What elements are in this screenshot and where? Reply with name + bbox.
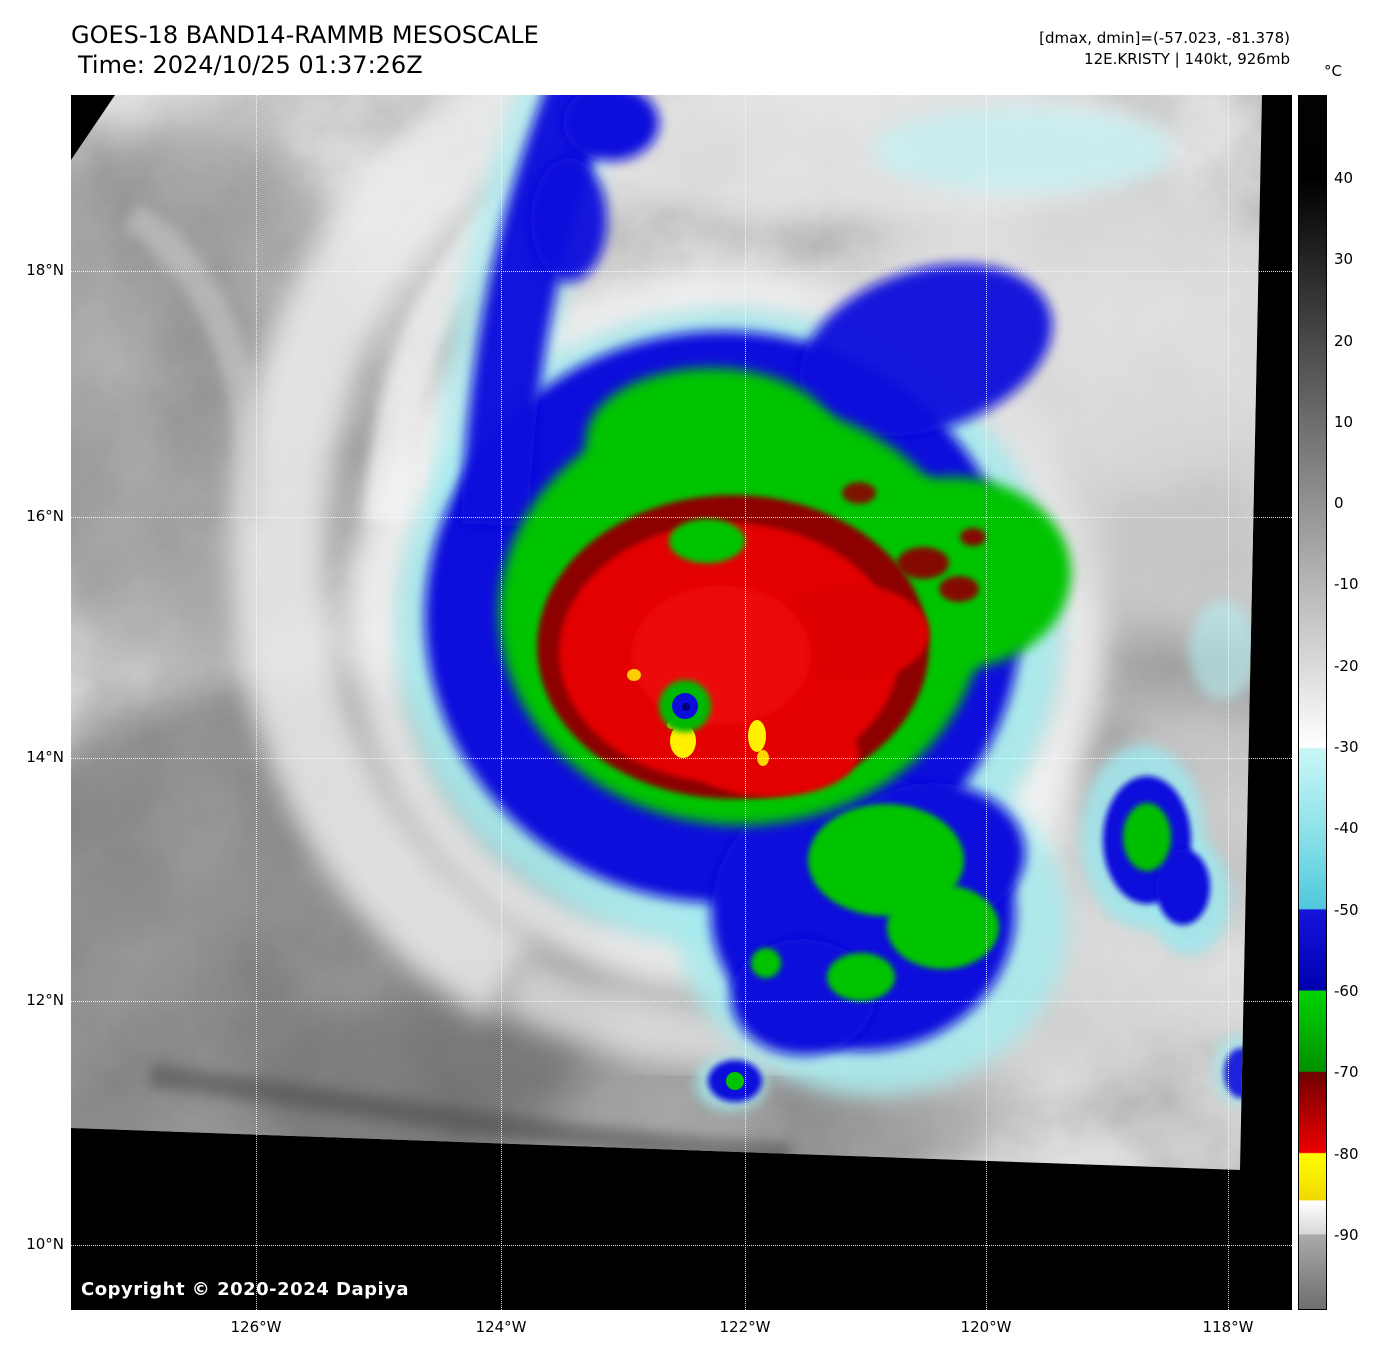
latitude-label: 18°N: [26, 261, 64, 280]
colorbar: [1298, 95, 1327, 1310]
colorbar-tick: 10: [1334, 412, 1354, 431]
timestamp: Time: 2024/10/25 01:37:26Z: [78, 51, 423, 79]
page-title: GOES-18 BAND14-RAMMB MESOSCALE: [71, 21, 539, 49]
latitude-label: 12°N: [26, 991, 64, 1010]
header-right: [dmax, dmin]=(-57.023, -81.378) 12E.KRIS…: [1039, 28, 1290, 70]
copyright-watermark: Copyright © 2020-2024 Dapiya: [81, 1279, 410, 1300]
satellite-data-region: [71, 95, 1262, 1170]
colorbar-tick-labels: 40 30 20 10 0 -10 -20 -30 -40 -50 -60 -70 -80 -90: [1334, 95, 1386, 1310]
longitude-label: 122°W: [719, 1318, 771, 1336]
colorbar-tick: -90: [1334, 1225, 1359, 1244]
hurricane-eye: [659, 680, 711, 732]
colorbar-tick: -40: [1334, 819, 1359, 838]
header-left: GOES-18 BAND14-RAMMB MESOSCALE Time: 202…: [71, 20, 539, 80]
colorbar-unit-label: °C: [1324, 62, 1342, 80]
colorbar-tick: -70: [1334, 1063, 1359, 1082]
latitude-label: 14°N: [26, 748, 64, 767]
gridline-latitude: [71, 1244, 1292, 1246]
gridline-latitude: [71, 1001, 1292, 1003]
satellite-image: [71, 95, 1262, 1170]
dmax-dmin-readout: [dmax, dmin]=(-57.023, -81.378): [1039, 29, 1290, 47]
colorbar-tick: -20: [1334, 656, 1359, 675]
colorbar-tick: 0: [1334, 494, 1344, 513]
latitude-label: 16°N: [26, 506, 64, 525]
colorbar-tick: 40: [1334, 168, 1354, 187]
colorbar-tick: -80: [1334, 1144, 1359, 1163]
colorbar-tick: 30: [1334, 250, 1354, 269]
colorbar-tick: -50: [1334, 900, 1359, 919]
gridline-latitude: [71, 271, 1292, 273]
colorbar-tick: -30: [1334, 738, 1359, 757]
map-plot-area: Copyright © 2020-2024 Dapiya: [71, 95, 1292, 1310]
storm-info: 12E.KRISTY | 140kt, 926mb: [1084, 50, 1290, 68]
colorbar-tick: -10: [1334, 575, 1359, 594]
gridline-longitude: [501, 95, 503, 1310]
longitude-label: 124°W: [475, 1318, 527, 1336]
gridline-longitude: [1228, 95, 1230, 1310]
latitude-label: 10°N: [26, 1234, 64, 1253]
longitude-label: 120°W: [960, 1318, 1012, 1336]
longitude-label: 126°W: [230, 1318, 282, 1336]
colorbar-tick: 20: [1334, 331, 1354, 350]
gridline-longitude: [744, 95, 746, 1310]
gridline-latitude: [71, 516, 1292, 518]
colorbar-tick: -60: [1334, 981, 1359, 1000]
gridline-latitude: [71, 758, 1292, 760]
gridline-longitude: [255, 95, 257, 1310]
gridline-longitude: [986, 95, 988, 1310]
longitude-label: 118°W: [1202, 1318, 1254, 1336]
